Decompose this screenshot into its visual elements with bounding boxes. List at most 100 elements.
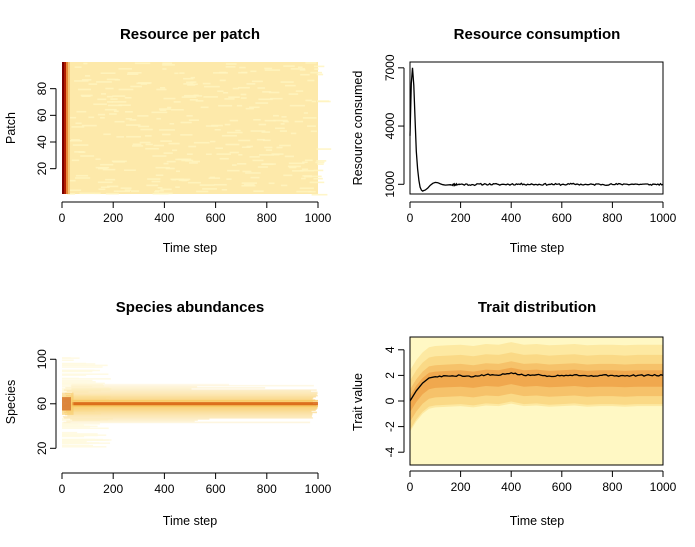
heatmap-cell	[118, 104, 131, 106]
heatmap-cell	[181, 96, 197, 98]
heatmap-cell	[138, 125, 150, 128]
heatmap-cell	[62, 434, 98, 437]
heatmap-cell	[305, 99, 312, 102]
heatmap-cell	[283, 65, 295, 67]
heatmap-cell	[163, 162, 169, 165]
heatmap-cell	[80, 155, 95, 157]
x-tick-label: 1000	[650, 480, 677, 494]
heatmap-cell	[66, 62, 68, 194]
y-tick-label: 20	[35, 162, 49, 176]
heatmap-cell	[65, 394, 318, 397]
x-tick-label: 200	[103, 211, 123, 225]
heatmap-cell	[265, 149, 273, 151]
y-axis: -4 -2 0 2 4	[383, 346, 405, 458]
heatmap-cell	[309, 175, 322, 178]
heatmap-cell	[240, 93, 247, 96]
heatmap-cell	[156, 117, 161, 120]
heatmap-cell	[114, 78, 121, 81]
heatmap-cell	[317, 100, 330, 102]
heatmap-cell	[250, 176, 260, 179]
heatmap-cell	[72, 391, 318, 394]
heatmap-cell	[310, 130, 317, 133]
y-tick-label: 4	[383, 346, 397, 353]
y-tick-label: 1000	[383, 171, 397, 198]
y-axis-label: Patch	[4, 112, 18, 144]
y-axis: 1000 4000 7000	[383, 54, 405, 198]
x-axis: 0 200 400 600 800 1000	[59, 201, 332, 225]
x-tick-label: 1000	[650, 211, 677, 225]
heatmap-cell	[171, 108, 184, 111]
x-axis-label: Time step	[510, 241, 564, 255]
panel-resource-consumption: Resource consumption Time step Resource …	[351, 26, 677, 255]
heatmap-cell	[113, 110, 119, 113]
y-tick-label: -2	[383, 421, 397, 432]
heatmap-cell	[106, 185, 119, 188]
heatmap-cell	[262, 163, 276, 165]
heatmap-cell	[67, 192, 76, 195]
heatmap-cell	[171, 149, 178, 152]
heatmap-cell	[62, 374, 87, 376]
heatmap-cell	[299, 187, 314, 190]
heatmap-cell	[264, 119, 276, 122]
heatmap-cell	[63, 417, 314, 419]
heatmap-cell	[256, 138, 265, 141]
heatmap-cell	[95, 158, 101, 160]
heatmap-cell	[179, 72, 185, 74]
heatmap-cell	[307, 79, 315, 82]
heatmap-cell	[66, 390, 312, 393]
heatmap-cell	[65, 397, 314, 399]
heatmap-cell	[202, 82, 211, 85]
heatmap-cell	[62, 442, 69, 445]
heatmap-cell	[311, 193, 328, 196]
heatmap-cell	[72, 419, 198, 421]
heatmap-cell	[68, 139, 83, 142]
heatmap-cell	[145, 143, 153, 146]
heatmap-cell	[100, 93, 107, 95]
quantile-band	[410, 367, 663, 413]
heatmap-cell	[81, 124, 97, 127]
heatmap-cell	[174, 72, 179, 75]
heatmap-cell	[221, 134, 237, 137]
heatmap-cell	[160, 86, 166, 89]
heatmap-cell	[62, 378, 111, 380]
x-tick-label: 800	[257, 482, 277, 496]
heatmap-cell	[315, 161, 325, 164]
heatmap-cell	[105, 87, 114, 90]
heatmap-cell	[209, 176, 215, 179]
heatmap-cell	[193, 94, 199, 97]
heatmap-cell	[193, 141, 210, 144]
heatmap-cell	[100, 186, 110, 189]
heatmap-cell	[62, 435, 85, 438]
heatmap-cell	[186, 153, 193, 155]
heatmap-cell	[152, 155, 167, 157]
x-tick-label: 600	[552, 480, 572, 494]
heatmap-cell	[63, 408, 317, 410]
heatmap-cell	[185, 160, 192, 162]
heatmap-cell	[302, 175, 312, 177]
heatmap-cell	[124, 189, 132, 191]
heatmap-cell	[62, 364, 108, 367]
heatmap-cell	[252, 159, 264, 162]
heatmap-cell	[139, 141, 151, 144]
x-tick-label: 600	[552, 211, 572, 225]
heatmap-cell	[126, 124, 141, 126]
heatmap-cell	[160, 188, 172, 191]
heatmap-cell	[242, 170, 252, 173]
heatmap-cell	[62, 366, 103, 368]
heatmap-cell	[97, 98, 107, 101]
heatmap-cell	[217, 90, 224, 93]
heatmap-cell	[163, 152, 173, 154]
heatmap-cell	[106, 78, 119, 81]
heatmap-cell	[302, 117, 317, 119]
heatmap-cell	[67, 414, 312, 417]
heatmap-cell	[68, 189, 82, 192]
heatmap-cell	[292, 170, 304, 172]
heatmap-cell	[62, 363, 96, 365]
heatmap-cell	[299, 69, 306, 71]
heatmap-cell	[112, 161, 126, 163]
x-tick-label: 400	[501, 211, 521, 225]
heatmap-cell	[213, 183, 227, 186]
x-tick-label: 1000	[305, 482, 332, 496]
heatmap-cell	[127, 73, 139, 76]
heatmap-cell	[259, 154, 274, 156]
